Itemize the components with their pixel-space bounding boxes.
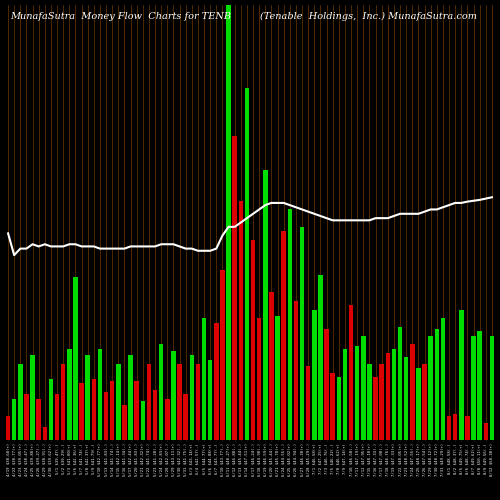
Bar [110,382,114,440]
Bar [472,336,476,440]
Bar [178,364,182,440]
Bar [269,292,274,440]
Bar [244,88,249,440]
Bar [428,336,433,440]
Bar [276,316,280,440]
Bar [361,336,366,440]
Bar [330,372,335,440]
Bar [86,355,90,440]
Bar [306,366,310,440]
Bar [36,398,41,440]
Bar [282,231,286,440]
Bar [190,355,194,440]
Bar [92,379,96,440]
Bar [48,379,53,440]
Bar [324,329,329,440]
Bar [416,368,420,440]
Bar [122,405,126,440]
Bar [374,377,378,440]
Bar [220,270,224,440]
Text: MunafaSutra  Money Flow  Charts for TENB: MunafaSutra Money Flow Charts for TENB [10,12,231,20]
Bar [312,310,316,440]
Bar [422,364,427,440]
Bar [263,170,268,440]
Bar [453,414,458,440]
Bar [134,382,139,440]
Bar [251,240,256,440]
Bar [159,344,164,440]
Bar [12,398,16,440]
Bar [404,358,408,440]
Bar [73,277,78,440]
Bar [80,384,84,440]
Bar [55,394,60,440]
Bar [257,318,262,440]
Bar [232,136,237,440]
Bar [226,5,231,440]
Bar [61,364,66,440]
Bar [440,318,445,440]
Bar [196,364,200,440]
Bar [380,364,384,440]
Bar [392,348,396,440]
Bar [300,227,304,440]
Bar [214,322,218,440]
Bar [367,364,372,440]
Bar [336,377,341,440]
Bar [153,390,158,440]
Bar [140,401,145,440]
Bar [398,327,402,440]
Bar [18,364,22,440]
Bar [171,351,175,440]
Bar [6,416,10,440]
Bar [238,200,243,440]
Bar [24,394,28,440]
Bar [410,344,414,440]
Bar [294,301,298,440]
Bar [318,274,322,440]
Bar [146,364,151,440]
Bar [342,348,347,440]
Bar [202,318,206,440]
Bar [447,416,452,440]
Bar [98,348,102,440]
Bar [288,210,292,440]
Bar [459,310,464,440]
Bar [30,355,35,440]
Bar [104,392,108,440]
Bar [465,416,469,440]
Bar [484,422,488,440]
Bar [42,427,47,440]
Bar [355,346,360,440]
Bar [165,398,170,440]
Bar [67,348,71,440]
Bar [478,331,482,440]
Bar [208,360,212,440]
Bar [349,305,354,440]
Bar [184,394,188,440]
Bar [434,329,439,440]
Bar [128,355,133,440]
Bar [116,364,120,440]
Bar [490,336,494,440]
Text: (Tenable  Holdings,  Inc.) MunafaSutra.com: (Tenable Holdings, Inc.) MunafaSutra.com [260,12,477,20]
Bar [386,353,390,440]
